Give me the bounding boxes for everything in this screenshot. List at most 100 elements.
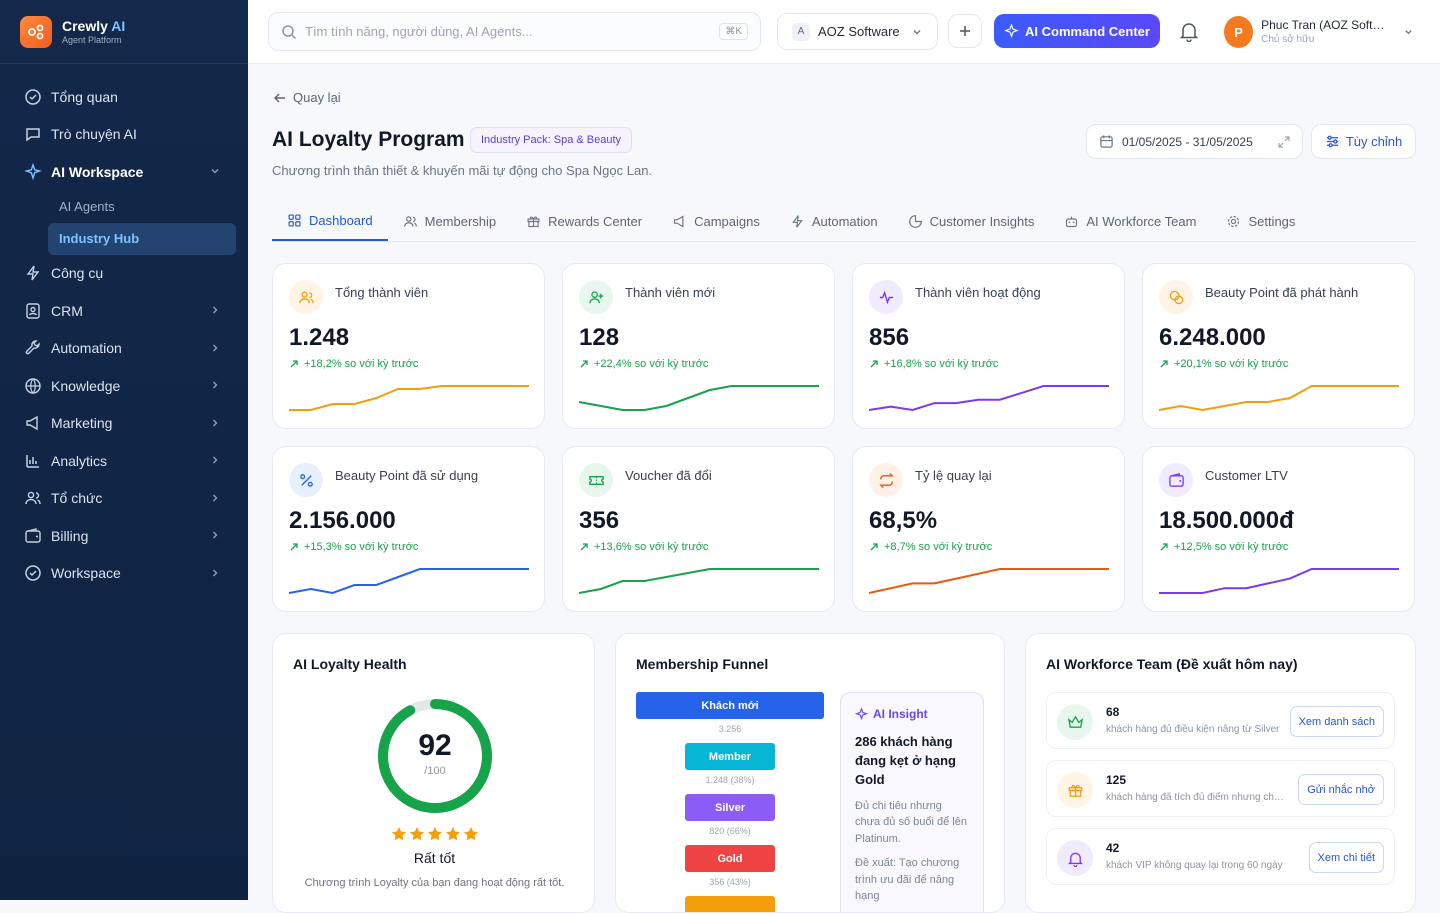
chat-icon <box>24 125 42 143</box>
brand-name-ai: AI <box>111 17 126 34</box>
company-avatar: A <box>792 22 810 41</box>
user-menu[interactable]: P Phuc Tran (AOZ Software) Chủ sở hữu <box>1224 14 1414 50</box>
kpi-card[interactable]: Thành viên mới 128 +22,4% so với kỳ trướ… <box>562 263 835 429</box>
sidebar-item-6[interactable]: CRM <box>0 292 248 330</box>
kpi-card[interactable]: Beauty Point đã sử dụng 2.156.000 +15,3%… <box>272 446 545 612</box>
sidebar-subitem-ai-agents[interactable]: AI Agents <box>0 191 248 223</box>
ai-command-center-label: AI Command Center <box>1025 23 1150 39</box>
megaphone-icon <box>672 214 687 229</box>
sparkle-icon <box>1004 23 1019 38</box>
sidebar-item-7[interactable]: Automation <box>0 330 248 368</box>
bolt-icon <box>790 214 805 229</box>
funnel-stage[interactable]: Gold <box>685 845 775 872</box>
kpi-card[interactable]: Voucher đã đổi 356 +13,6% so với kỳ trướ… <box>562 446 835 612</box>
sidebar-item-1[interactable]: Trò chuyện AI <box>0 116 248 154</box>
tab-settings[interactable]: Settings <box>1211 201 1310 241</box>
tab-automation[interactable]: Automation <box>775 201 893 241</box>
wallet-icon <box>24 527 42 545</box>
avatar: P <box>1224 16 1254 48</box>
add-button[interactable] <box>948 14 982 48</box>
sidebar-item-label: Công cụ <box>51 265 104 282</box>
kpi-card[interactable]: Tổng thành viên 1.248 +18,2% so với kỳ t… <box>272 263 545 429</box>
sidebar-item-5[interactable]: Công cụ <box>0 255 248 293</box>
percent-icon <box>289 463 323 497</box>
workforce-action-button[interactable]: Xem danh sách <box>1289 706 1384 737</box>
star-icon <box>391 826 407 847</box>
tab-ai-workforce-team[interactable]: AI Workforce Team <box>1049 201 1211 241</box>
health-rating: Rất tốt <box>413 850 456 866</box>
sidebar-item-10[interactable]: Analytics <box>0 442 248 480</box>
search-input[interactable]: Tìm tính năng, người dùng, AI Agents... … <box>268 12 761 51</box>
tab-campaigns[interactable]: Campaigns <box>657 201 775 241</box>
sidebar-item-label: Tổ chức <box>51 490 103 507</box>
funnel-title: Membership Funnel <box>636 656 769 672</box>
kpi-card[interactable]: Customer LTV 18.500.000đ +12,5% so với k… <box>1142 446 1415 612</box>
trend-up-icon <box>290 360 298 368</box>
brand-name: Crewly <box>62 17 108 34</box>
brand-logo-icon <box>20 15 52 48</box>
workforce-description: khách hàng đủ điều kiện nâng từ Silver <box>1106 724 1280 735</box>
notification-bell-icon[interactable] <box>1178 20 1200 47</box>
kpi-delta: +22,4% so với kỳ trước <box>594 358 709 370</box>
funnel-stage[interactable]: Member <box>685 743 775 770</box>
chevron-right-icon <box>213 569 218 576</box>
tab-dashboard[interactable]: Dashboard <box>272 201 388 241</box>
loyalty-health-panel: AI Loyalty Health 92 /100 Rất tốt Chương… <box>272 633 595 913</box>
workforce-action-button[interactable]: Gửi nhắc nhở <box>1298 774 1384 805</box>
kpi-sparkline <box>289 385 529 411</box>
chevron-down-icon <box>211 169 219 174</box>
grid-icon <box>287 213 302 228</box>
robot-icon <box>1064 214 1079 229</box>
workforce-title: AI Workforce Team (Đề xuất hôm nay) <box>1046 656 1298 672</box>
tab-rewards-center[interactable]: Rewards Center <box>511 201 657 241</box>
tab-bar: Dashboard Membership Rewards Center Campaig… <box>272 201 1416 242</box>
company-selector[interactable]: A AOZ Software <box>777 13 938 50</box>
chevron-right-icon <box>213 306 218 314</box>
funnel-stage-partial <box>685 896 775 912</box>
kpi-value: 18.500.000đ <box>1159 507 1294 534</box>
insight-suggestion: Đề xuất: Tạo chương trình ưu đãi để nâng… <box>855 857 960 903</box>
ai-command-center-button[interactable]: AI Command Center <box>994 14 1160 48</box>
calendar-icon <box>1100 135 1113 148</box>
kpi-card[interactable]: Beauty Point đã phát hành 6.248.000 +20,… <box>1142 263 1415 429</box>
tab-label: Settings <box>1248 213 1296 229</box>
kpi-sparkline <box>869 385 1109 412</box>
sidebar-item-12[interactable]: Billing <box>0 517 248 555</box>
sidebar-item-8[interactable]: Knowledge <box>0 367 248 405</box>
customize-button[interactable]: Tùy chỉnh <box>1311 124 1416 159</box>
sidebar-item-0[interactable]: Tổng quan <box>0 78 248 116</box>
sidebar-subitem-industry-hub[interactable]: Industry Hub <box>48 222 236 255</box>
page-title: AI Loyalty Program <box>272 128 465 151</box>
funnel-stage[interactable]: Silver <box>685 794 775 821</box>
kpi-delta: +8,7% so với kỳ trước <box>884 541 993 553</box>
sidebar-item-13[interactable]: Workspace <box>0 555 248 593</box>
bell-icon <box>1057 840 1093 876</box>
tab-label: Customer Insights <box>929 213 1035 229</box>
membership-funnel-panel: Membership Funnel Khách mới 3.256 Member 1.… <box>615 633 1005 913</box>
workforce-action-button[interactable]: Xem chi tiết <box>1308 842 1384 873</box>
sidebar-item-11[interactable]: Tổ chức <box>0 480 248 518</box>
kpi-card[interactable]: Tỷ lệ quay lại 68,5% +8,7% so với kỳ trư… <box>852 446 1125 612</box>
trend-up-icon <box>580 360 588 368</box>
back-link[interactable]: Quay lại <box>273 90 341 105</box>
workforce-item: 42 khách VIP không quay lại trong 60 ngà… <box>1046 828 1395 885</box>
search-icon <box>282 24 297 39</box>
brand[interactable]: Crewly AI Agent Platform <box>0 0 248 64</box>
kpi-value: 1.248 <box>289 324 350 351</box>
tab-customer-insights[interactable]: Customer Insights <box>893 201 1050 241</box>
chevron-right-icon <box>213 419 218 426</box>
sidebar-item-2[interactable]: AI Workspace <box>0 153 248 191</box>
date-range-picker[interactable]: 01/05/2025 - 31/05/2025 <box>1086 124 1303 159</box>
wrench-icon <box>24 339 42 357</box>
tab-label: Dashboard <box>309 212 373 228</box>
sidebar: Crewly AI Agent Platform Tổng quan Trò ch… <box>0 0 248 900</box>
kpi-label: Thành viên mới <box>625 285 716 300</box>
sidebar-item-9[interactable]: Marketing <box>0 405 248 443</box>
kpi-card[interactable]: Thành viên hoạt động 856 +16,8% so với k… <box>852 263 1125 429</box>
gift-icon <box>526 214 541 229</box>
search-shortcut: ⌘K <box>719 23 748 40</box>
pie-icon <box>908 214 923 229</box>
star-icon <box>445 826 461 847</box>
tab-membership[interactable]: Membership <box>388 201 512 241</box>
funnel-stage[interactable]: Khách mới <box>636 692 824 719</box>
